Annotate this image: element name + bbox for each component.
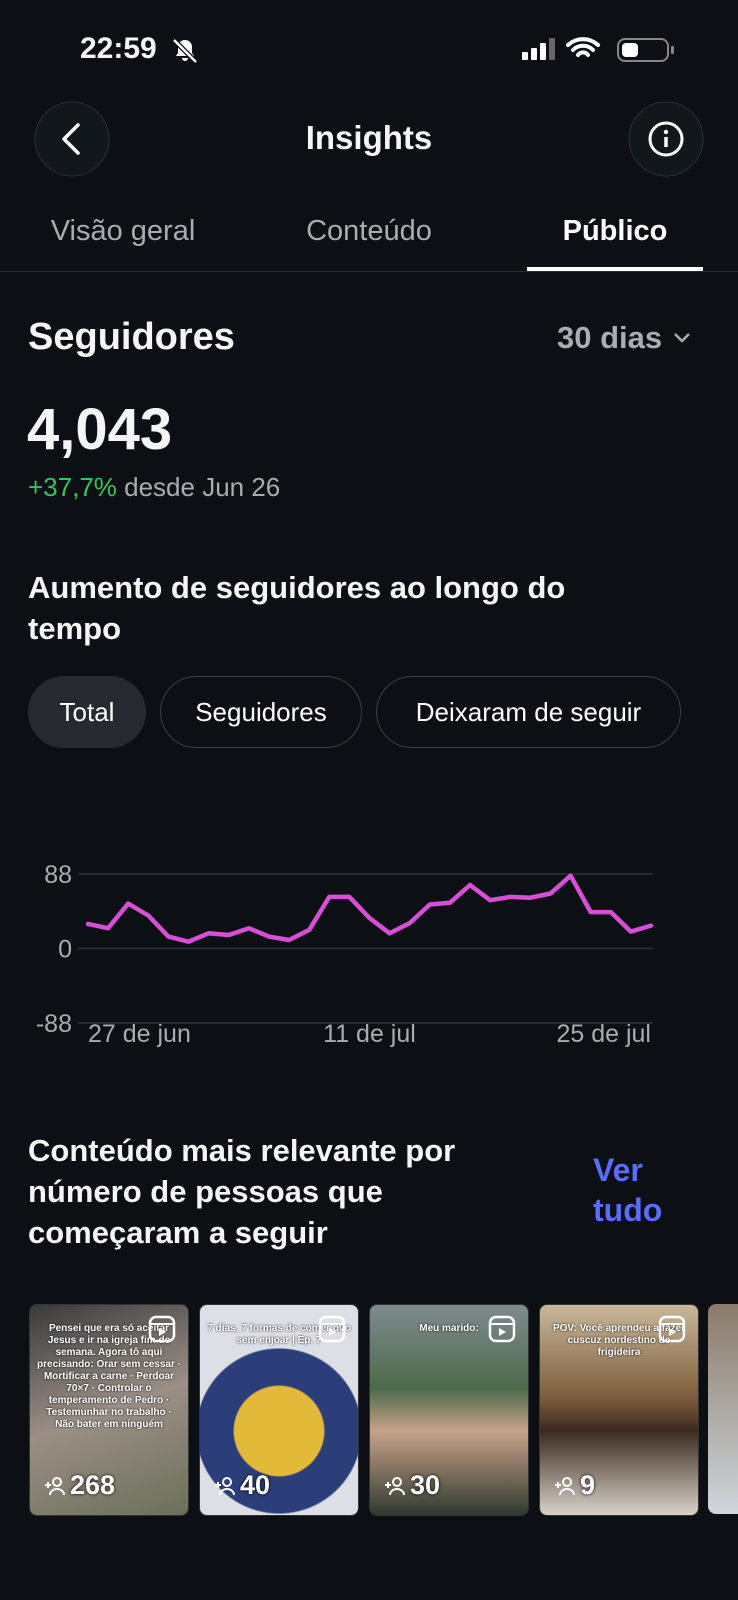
post-caption: POV: Você aprendeu a fazer cuscuz nordes…	[552, 1323, 686, 1358]
post-thumbnail[interactable]: Meu marido: 30	[369, 1304, 529, 1516]
post-count-value: 268	[70, 1470, 116, 1500]
post-follow-count: 9	[554, 1470, 595, 1501]
back-button[interactable]	[34, 101, 110, 177]
post-thumbnail-partial[interactable]	[708, 1304, 738, 1514]
data-line	[85, 873, 654, 944]
reel-icon	[658, 1315, 686, 1343]
change-percent: +37,7%	[28, 472, 117, 502]
chart-heading: Aumento de seguidores ao longo do tempo	[28, 570, 566, 646]
chevron-down	[674, 333, 691, 343]
y-tick-label: -88	[36, 1010, 72, 1038]
x-tick-label: 25 de jul	[556, 1020, 651, 1048]
tab-divider	[0, 271, 738, 272]
info-button[interactable]	[628, 101, 704, 177]
post-count-value: 30	[410, 1470, 441, 1500]
post-caption: 7 dias, 7 formas de comer ovo sem enjoar…	[207, 1323, 351, 1346]
status-icons	[522, 37, 674, 62]
reel-icon	[148, 1315, 176, 1343]
tab[interactable]: Conteúdo	[306, 215, 432, 247]
follow-icon	[45, 1476, 65, 1495]
post-count-value: 40	[240, 1470, 271, 1500]
x-tick-label: 27 de jun	[88, 1020, 191, 1048]
change-since: desde Jun 26	[124, 472, 281, 502]
period-label[interactable]: 30 dias	[557, 320, 663, 355]
header-title: Insights	[305, 119, 433, 156]
post-thumbnail[interactable]: Pensei que era só aceitar Jesus e ir na …	[29, 1304, 189, 1516]
post-follow-count: 30	[384, 1470, 440, 1501]
x-tick-label: 11 de jul	[323, 1020, 416, 1048]
tab[interactable]: Visão geral	[50, 215, 196, 247]
follow-icon	[555, 1476, 575, 1495]
post-follow-count: 268	[44, 1470, 115, 1501]
tab[interactable]: Público	[562, 215, 668, 247]
reel-icon	[318, 1315, 346, 1343]
post-thumbnail[interactable]: POV: Você aprendeu a fazer cuscuz nordes…	[539, 1304, 699, 1516]
follower-count: 4,043	[27, 397, 173, 462]
follower-change: +37,7% desde Jun 26	[28, 472, 280, 503]
section-title: Seguidores	[28, 316, 235, 358]
follow-icon	[215, 1476, 235, 1495]
line-chart: -88 0 88 27 de jun 11 de jul 25 de jul	[36, 861, 654, 1048]
filter-chip[interactable]: Total	[28, 676, 146, 748]
y-tick-label: 88	[44, 861, 72, 889]
follow-icon	[385, 1476, 405, 1495]
see-all-link[interactable]: Ver tudo	[593, 1152, 663, 1228]
post-thumbnail[interactable]: 7 dias, 7 formas de comer ovo sem enjoar…	[199, 1304, 359, 1516]
mute-icon	[172, 38, 198, 64]
period-selector[interactable]: 30 dias	[557, 320, 692, 356]
post-caption: Meu marido:	[419, 1323, 479, 1334]
top-content-title: Conteúdo mais relevante por número de pe…	[28, 1133, 456, 1250]
y-tick-label: 0	[58, 936, 72, 964]
filter-chip[interactable]: Seguidores	[160, 676, 362, 748]
post-follow-count: 40	[214, 1470, 270, 1501]
filter-chip[interactable]: Deixaram de seguir	[376, 676, 681, 748]
post-caption: Pensei que era só aceitar Jesus e ir na …	[37, 1323, 181, 1430]
status-time: 22:59	[80, 32, 157, 65]
reel-icon	[488, 1315, 516, 1343]
post-count-value: 9	[580, 1470, 596, 1500]
tab-indicator	[527, 267, 703, 271]
